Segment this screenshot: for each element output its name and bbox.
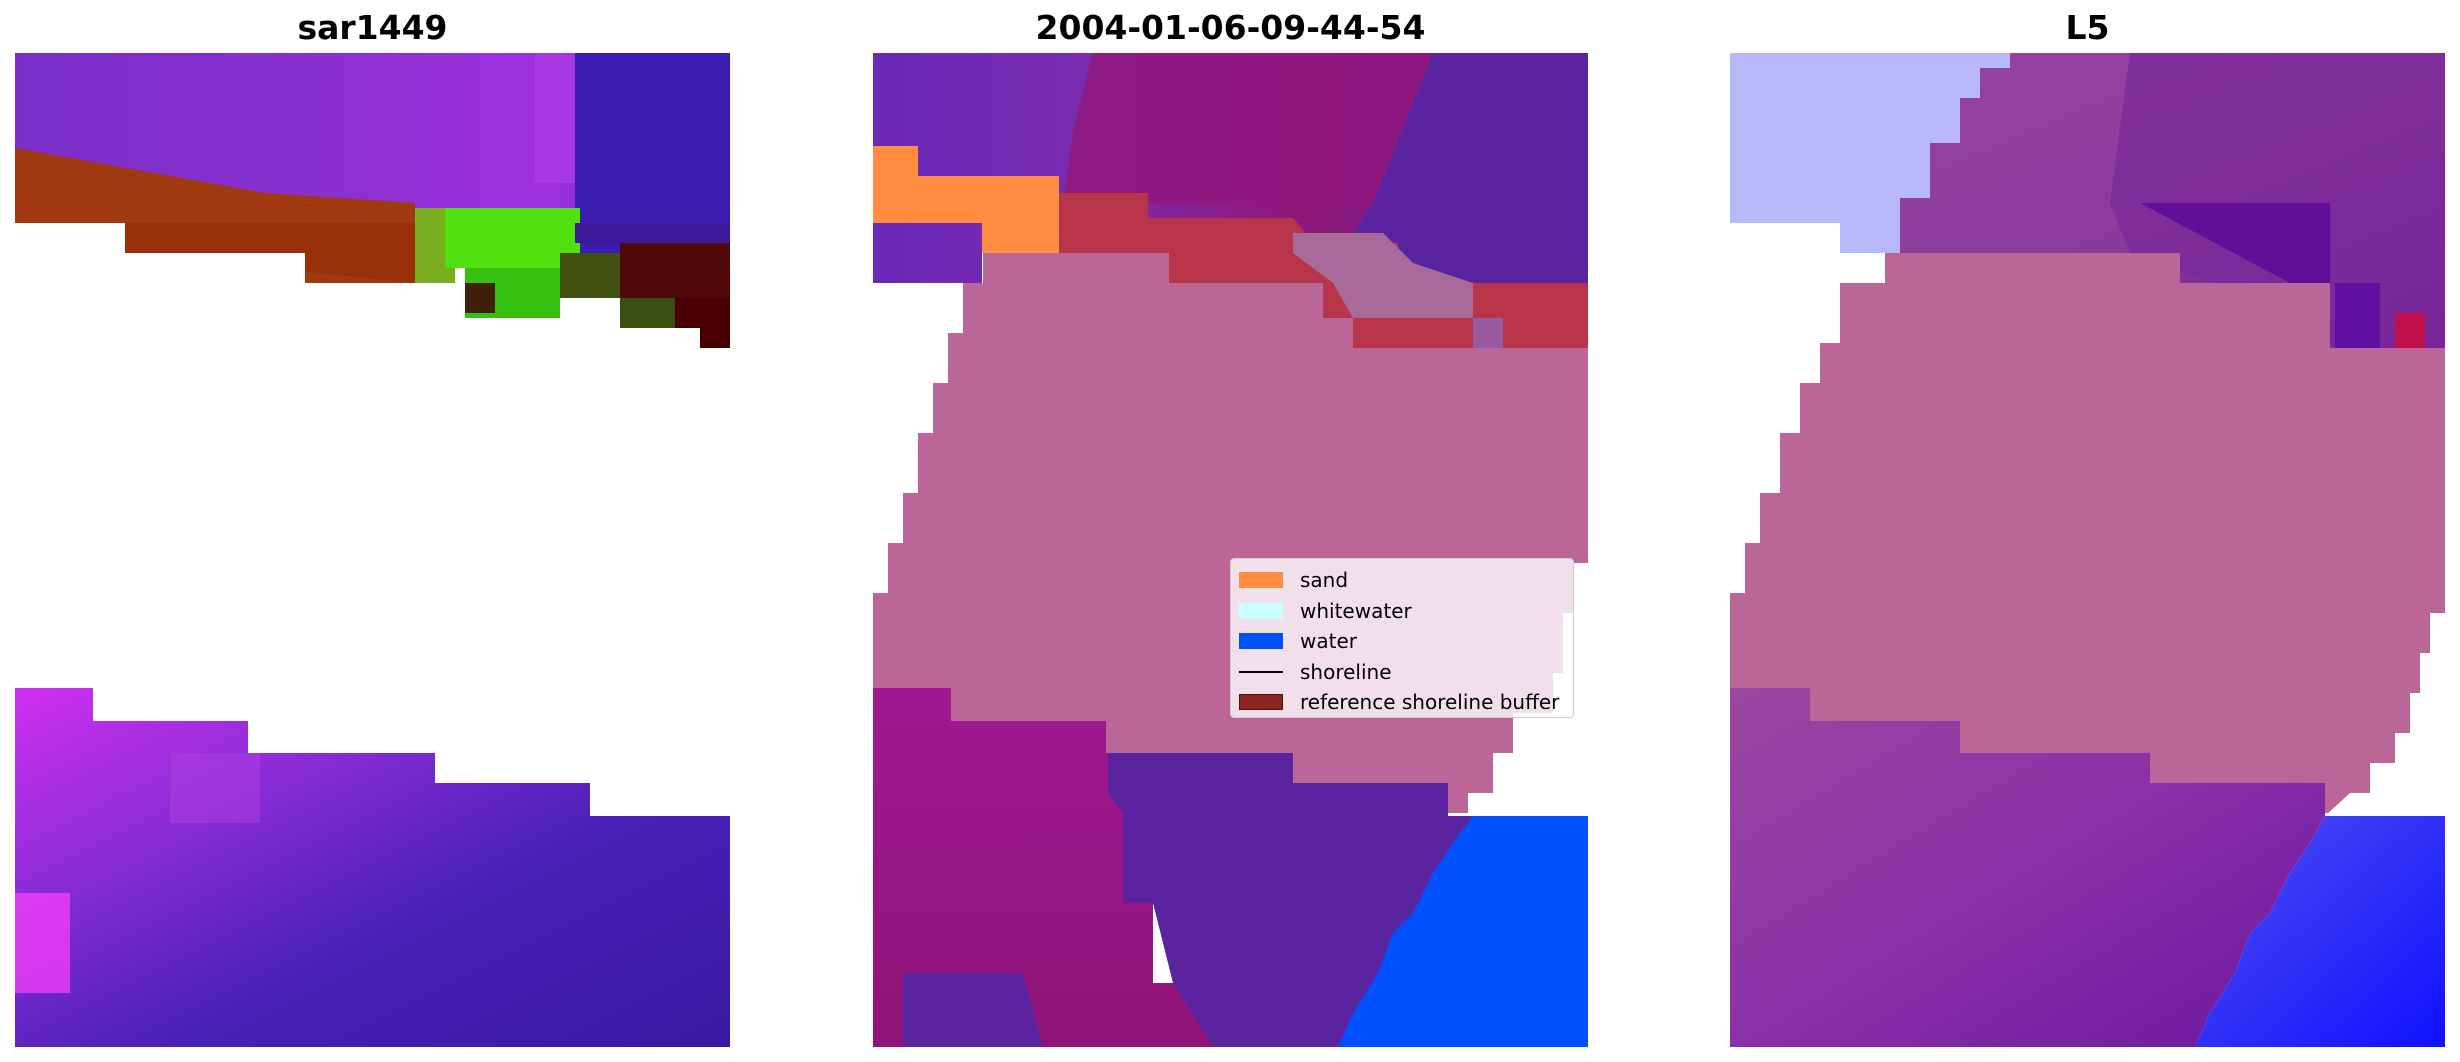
legend-label-water: water xyxy=(1300,629,1357,654)
l5-lavender-area xyxy=(1730,53,2010,253)
legend-item-whitewater: whitewater xyxy=(1239,596,1573,627)
legend-item-buffer: reference shoreline buffer xyxy=(1239,687,1573,718)
panel-l5-image xyxy=(1730,53,2445,1047)
legend-swatch-water xyxy=(1239,633,1283,650)
l5-main-region xyxy=(1730,253,2445,813)
sar-purple-bottom xyxy=(15,688,730,1047)
sar-brown-band xyxy=(15,148,415,223)
legend-label-buffer: reference shoreline buffer xyxy=(1300,690,1560,715)
legend: sand whitewater water shoreline referenc… xyxy=(1230,558,1574,718)
panel-title-l5: L5 xyxy=(2065,8,2110,47)
class-image-bottom-left xyxy=(873,688,1213,1047)
legend-swatch-whitewater xyxy=(1239,602,1283,619)
l5-water-area xyxy=(2195,816,2445,1047)
panel-classification-map xyxy=(873,53,1588,1047)
panel-title-date: 2004-01-06-09-44-54 xyxy=(1035,8,1426,47)
l5-image-bottom xyxy=(1730,688,2325,1047)
class-sand-area xyxy=(873,146,1059,253)
panel-title-sar: sar1449 xyxy=(297,8,448,47)
legend-label-shoreline: shoreline xyxy=(1300,659,1392,684)
class-water-area xyxy=(1338,816,1588,1047)
panel-sar-image xyxy=(15,53,730,1047)
sar-green-area xyxy=(445,208,580,268)
legend-swatch-sand xyxy=(1239,572,1283,589)
legend-label-whitewater: whitewater xyxy=(1300,598,1412,623)
legend-swatch-buffer xyxy=(1239,694,1283,711)
legend-item-water: water xyxy=(1239,626,1573,657)
legend-item-sand: sand xyxy=(1239,565,1573,596)
legend-line-shoreline xyxy=(1239,670,1283,673)
legend-label-sand: sand xyxy=(1300,568,1349,593)
legend-item-shoreline: shoreline xyxy=(1239,657,1573,688)
